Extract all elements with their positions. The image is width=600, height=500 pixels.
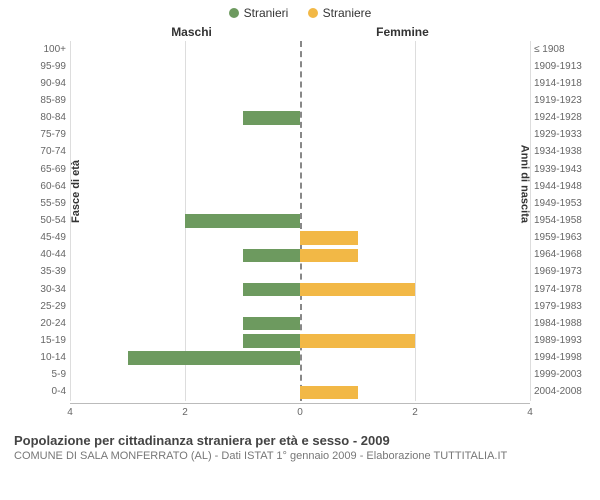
age-label: 65-69 xyxy=(26,165,66,175)
x-tick-label: 4 xyxy=(527,407,533,418)
legend-swatch-female xyxy=(308,8,318,18)
age-row: 95-991909-1913 xyxy=(70,58,530,75)
bar-male xyxy=(243,283,301,296)
birth-years-label: 1984-1988 xyxy=(534,319,594,329)
legend-swatch-male xyxy=(229,8,239,18)
age-row: 20-241984-1988 xyxy=(70,315,530,332)
bar-male xyxy=(243,317,301,330)
age-label: 0-4 xyxy=(26,387,66,397)
age-label: 80-84 xyxy=(26,113,66,123)
chart-subtitle: COMUNE DI SALA MONFERRATO (AL) - Dati IS… xyxy=(14,450,586,462)
bar-female xyxy=(300,249,358,262)
age-label: 25-29 xyxy=(26,302,66,312)
birth-years-label: 1959-1963 xyxy=(534,233,594,243)
age-row: 30-341974-1978 xyxy=(70,281,530,298)
legend-label-female: Straniere xyxy=(323,6,372,20)
age-label: 20-24 xyxy=(26,319,66,329)
birth-years-label: 1944-1948 xyxy=(534,182,594,192)
footer: Popolazione per cittadinanza straniera p… xyxy=(0,423,600,462)
column-title-male: Maschi xyxy=(171,25,212,39)
bar-male xyxy=(185,214,300,227)
x-axis: 4 2 0 2 4 xyxy=(70,403,530,423)
birth-years-label: 1909-1913 xyxy=(534,62,594,72)
bar-female xyxy=(300,386,358,399)
birth-years-label: 1939-1943 xyxy=(534,165,594,175)
birth-years-label: 1999-2003 xyxy=(534,370,594,380)
rows-container: 100+≤ 190895-991909-191390-941914-191885… xyxy=(70,41,530,401)
age-label: 70-74 xyxy=(26,147,66,157)
age-label: 95-99 xyxy=(26,62,66,72)
age-row: 10-141994-1998 xyxy=(70,350,530,367)
age-row: 70-741934-1938 xyxy=(70,144,530,161)
grid-line xyxy=(530,41,531,401)
age-row: 50-541954-1958 xyxy=(70,212,530,229)
x-tick-label: 2 xyxy=(412,407,418,418)
age-row: 35-391969-1973 xyxy=(70,264,530,281)
x-axis-baseline xyxy=(70,403,530,404)
plot-area: Maschi Femmine Fasce di età Anni di nasc… xyxy=(70,23,530,423)
age-label: 40-44 xyxy=(26,250,66,260)
age-row: 55-591949-1953 xyxy=(70,195,530,212)
age-row: 15-191989-1993 xyxy=(70,332,530,349)
bar-male xyxy=(243,249,301,262)
age-label: 55-59 xyxy=(26,199,66,209)
bar-female xyxy=(300,283,415,296)
legend: Stranieri Straniere xyxy=(0,0,600,23)
birth-years-label: 1929-1933 xyxy=(534,130,594,140)
age-label: 5-9 xyxy=(26,370,66,380)
birth-years-label: 1969-1973 xyxy=(534,267,594,277)
population-pyramid-chart: Stranieri Straniere Maschi Femmine Fasce… xyxy=(0,0,600,500)
birth-years-label: ≤ 1908 xyxy=(534,45,594,55)
x-tick-label: 2 xyxy=(182,407,188,418)
x-tick-label: 0 xyxy=(297,407,303,418)
age-row: 45-491959-1963 xyxy=(70,230,530,247)
age-row: 5-91999-2003 xyxy=(70,367,530,384)
x-tick-label: 4 xyxy=(67,407,73,418)
age-row: 40-441964-1968 xyxy=(70,247,530,264)
age-label: 30-34 xyxy=(26,285,66,295)
birth-years-label: 2004-2008 xyxy=(534,387,594,397)
birth-years-label: 1964-1968 xyxy=(534,250,594,260)
age-label: 10-14 xyxy=(26,353,66,363)
age-label: 85-89 xyxy=(26,96,66,106)
legend-label-male: Stranieri xyxy=(244,6,289,20)
birth-years-label: 1989-1993 xyxy=(534,336,594,346)
age-row: 0-42004-2008 xyxy=(70,384,530,401)
column-title-female: Femmine xyxy=(376,25,429,39)
age-label: 100+ xyxy=(26,45,66,55)
bar-female xyxy=(300,231,358,244)
legend-item-male: Stranieri xyxy=(229,6,289,20)
age-row: 65-691939-1943 xyxy=(70,161,530,178)
age-label: 60-64 xyxy=(26,182,66,192)
age-row: 85-891919-1923 xyxy=(70,92,530,109)
birth-years-label: 1954-1958 xyxy=(534,216,594,226)
birth-years-label: 1919-1923 xyxy=(534,96,594,106)
age-label: 35-39 xyxy=(26,267,66,277)
age-label: 50-54 xyxy=(26,216,66,226)
birth-years-label: 1974-1978 xyxy=(534,285,594,295)
age-label: 15-19 xyxy=(26,336,66,346)
birth-years-label: 1934-1938 xyxy=(534,147,594,157)
birth-years-label: 1924-1928 xyxy=(534,113,594,123)
bar-female xyxy=(300,334,415,347)
age-row: 60-641944-1948 xyxy=(70,178,530,195)
age-label: 45-49 xyxy=(26,233,66,243)
bar-male xyxy=(243,334,301,347)
birth-years-label: 1949-1953 xyxy=(534,199,594,209)
age-row: 25-291979-1983 xyxy=(70,298,530,315)
chart-title: Popolazione per cittadinanza straniera p… xyxy=(14,433,586,448)
bar-male xyxy=(128,351,301,364)
birth-years-label: 1994-1998 xyxy=(534,353,594,363)
age-label: 90-94 xyxy=(26,79,66,89)
age-row: 100+≤ 1908 xyxy=(70,41,530,58)
age-row: 75-791929-1933 xyxy=(70,127,530,144)
birth-years-label: 1979-1983 xyxy=(534,302,594,312)
bar-male xyxy=(243,111,301,124)
age-row: 90-941914-1918 xyxy=(70,75,530,92)
age-row: 80-841924-1928 xyxy=(70,110,530,127)
birth-years-label: 1914-1918 xyxy=(534,79,594,89)
legend-item-female: Straniere xyxy=(308,6,372,20)
age-label: 75-79 xyxy=(26,130,66,140)
